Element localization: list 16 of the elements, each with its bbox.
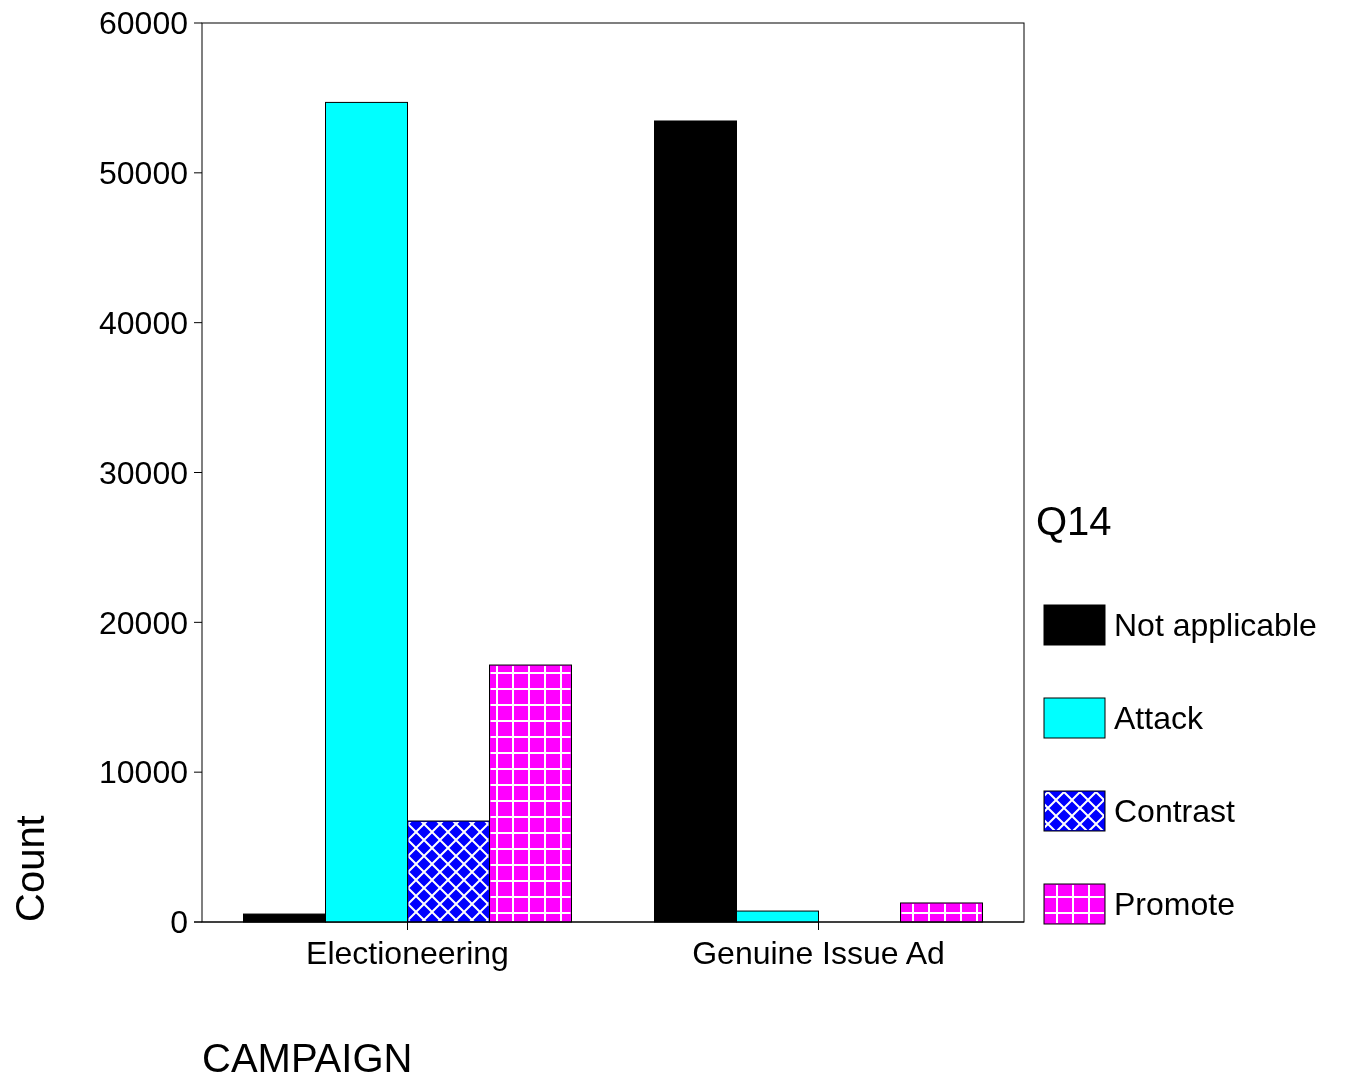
x-tick-label: Electioneering — [306, 935, 509, 971]
y-tick-label: 0 — [170, 904, 188, 941]
legend-label: Promote — [1114, 886, 1235, 923]
x-axis-title: CAMPAIGN — [202, 1036, 413, 1080]
y-tick-label: 40000 — [99, 304, 188, 341]
x-tick-label: Genuine Issue Ad — [692, 935, 945, 971]
y-tick-label: 10000 — [99, 754, 188, 791]
legend-label: Contrast — [1114, 793, 1236, 830]
legend-label: Not applicable — [1114, 607, 1317, 644]
legend-title: Q14 — [1036, 499, 1112, 543]
legend-label: Attack — [1114, 700, 1204, 737]
y-axis-title: Count — [8, 815, 52, 922]
y-tick-label: 20000 — [99, 604, 188, 641]
y-tick-label: 30000 — [99, 454, 188, 491]
y-tick-label: 50000 — [99, 155, 188, 192]
y-tick-label: 60000 — [99, 5, 188, 42]
